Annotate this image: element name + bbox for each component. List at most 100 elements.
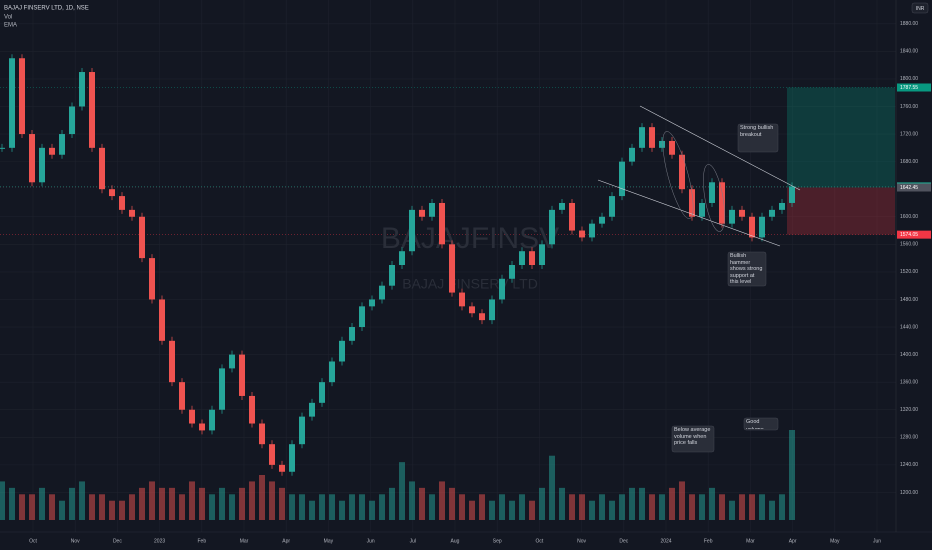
x-tick-label: Dec <box>113 538 122 544</box>
candle <box>519 251 525 265</box>
candle <box>279 464 285 472</box>
volume-bar <box>679 481 685 520</box>
candle <box>729 209 735 224</box>
y-tick-label: 1560.00 <box>900 242 918 248</box>
price-tag-label: 1642.45 <box>900 185 918 191</box>
annotation-text: Good volume <box>746 419 764 429</box>
candle <box>9 58 15 148</box>
volume-bar <box>779 494 785 520</box>
candle <box>669 140 675 155</box>
annotation-text: Strong bullish breakout <box>740 125 774 138</box>
candle <box>89 72 95 148</box>
volume-bar <box>599 494 605 520</box>
candle <box>229 354 235 369</box>
x-tick-label: Feb <box>704 538 713 544</box>
volume-bar <box>489 500 495 520</box>
volume-bar <box>209 494 215 520</box>
volume-bar <box>569 494 575 520</box>
volume-bar <box>219 487 225 520</box>
candle <box>619 161 625 197</box>
candle <box>539 244 545 265</box>
candle <box>99 147 105 190</box>
volume-bar <box>269 481 275 520</box>
volume-bar <box>529 500 535 520</box>
candle <box>199 423 205 431</box>
volume-bar <box>159 487 165 520</box>
indicator-label: EMA <box>4 23 17 29</box>
volume-bar <box>589 500 595 520</box>
candle <box>639 127 645 148</box>
volume-bar <box>369 500 375 520</box>
candle <box>219 368 225 410</box>
x-tick-label: Jul <box>410 538 416 544</box>
volume-bar <box>349 494 355 520</box>
currency-button[interactable] <box>911 2 929 14</box>
volume-bar <box>769 500 775 520</box>
price-tag <box>897 230 931 239</box>
y-tick-label: 1280.00 <box>900 435 918 441</box>
candle <box>499 278 505 300</box>
candle <box>289 444 295 472</box>
x-tick-label: Apr <box>789 538 797 544</box>
volume-bar <box>89 494 95 520</box>
candle <box>159 299 165 341</box>
volume-bar <box>229 494 235 520</box>
volume-bar <box>639 487 645 520</box>
candle <box>359 306 365 328</box>
volume-bar <box>729 500 735 520</box>
volume-bar <box>199 487 205 520</box>
volume-bar <box>9 487 15 520</box>
price-tag-label: 1574.05 <box>900 232 918 238</box>
volume-bar <box>359 494 365 520</box>
candle <box>109 189 115 197</box>
volume-bar <box>659 494 665 520</box>
candle <box>429 202 435 217</box>
volume-pane <box>0 430 795 520</box>
volume-bar <box>109 500 115 520</box>
candle <box>119 196 125 210</box>
candle <box>479 313 485 321</box>
candle <box>609 196 615 217</box>
candle <box>249 395 255 424</box>
volume-bar <box>289 494 295 520</box>
y-tick-label: 1720.00 <box>900 131 918 137</box>
watermark-symbol: BAJAJFINSV <box>381 222 559 255</box>
candle <box>469 306 475 314</box>
candle <box>39 147 45 183</box>
trendline <box>639 105 801 191</box>
volume-bar <box>249 481 255 520</box>
volume-bar <box>509 500 515 520</box>
volume-bar <box>399 462 405 520</box>
volume-bar <box>499 494 505 520</box>
x-tick-label: Nov <box>577 538 586 544</box>
annotation: Good volume <box>743 417 779 431</box>
volume-bar <box>129 494 135 520</box>
candle <box>29 134 35 183</box>
volume-bar <box>389 487 395 520</box>
candle <box>649 127 655 148</box>
volume-bar <box>139 487 145 520</box>
candle <box>419 209 425 217</box>
currency[interactable]: INR <box>916 6 925 12</box>
y-tick-label: 1840.00 <box>900 49 918 55</box>
volume-bar <box>579 494 585 520</box>
x-tick-label: Sep <box>493 538 502 544</box>
candle <box>459 292 465 307</box>
volume-bar <box>699 494 705 520</box>
x-tick-label: Jun <box>367 538 375 544</box>
candle <box>349 327 355 341</box>
candle <box>139 216 145 259</box>
y-tick-label: 1680.00 <box>900 159 918 165</box>
volume-bar <box>409 481 415 520</box>
volume-bar <box>119 500 125 520</box>
volume-bar <box>309 500 315 520</box>
x-tick-label: Mar <box>746 538 755 544</box>
candle <box>209 409 215 431</box>
candle <box>179 382 185 410</box>
x-tick-label: 2023 <box>154 538 165 544</box>
y-tick-label: 1400.00 <box>900 352 918 358</box>
candle <box>759 216 765 238</box>
annotation-text: Below average volume when price falls <box>674 427 711 447</box>
candle <box>689 189 695 217</box>
y-tick-label: 1480.00 <box>900 297 918 303</box>
